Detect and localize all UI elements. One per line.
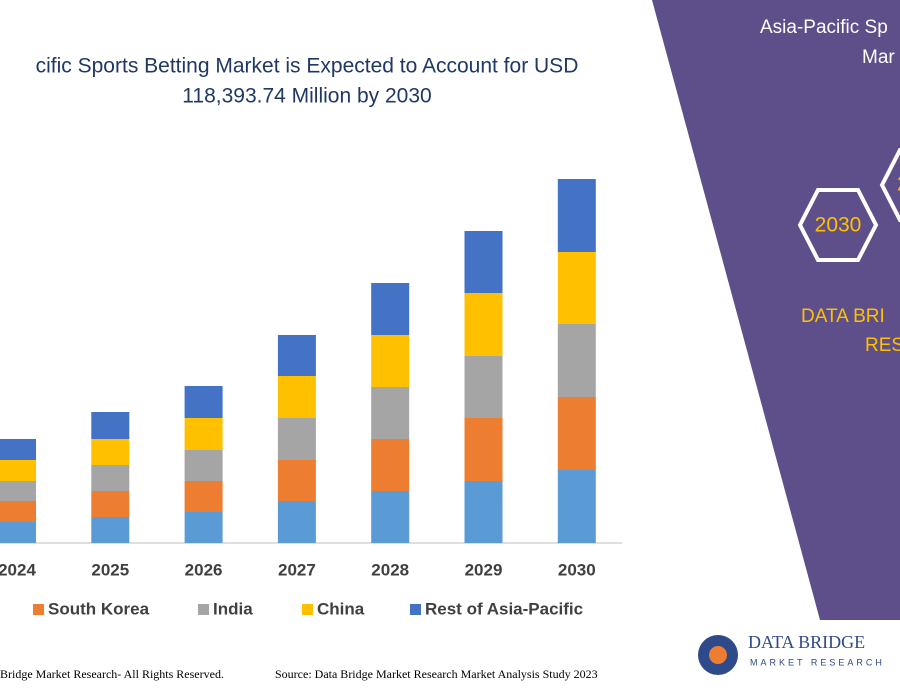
bar-segment bbox=[557, 252, 596, 324]
bar-segment bbox=[464, 481, 503, 543]
bar-segment bbox=[464, 293, 503, 356]
legend-swatch bbox=[198, 604, 209, 615]
bar-segment bbox=[277, 501, 316, 543]
bar-segment bbox=[91, 491, 130, 517]
chart-title: 118,393.74 Million by 2030 bbox=[182, 85, 431, 108]
bar-segment bbox=[464, 356, 503, 418]
bar-segment bbox=[0, 501, 36, 522]
bar-segment bbox=[0, 522, 36, 543]
legend-swatch bbox=[302, 604, 313, 615]
bar-segment bbox=[91, 412, 130, 439]
hexagon bbox=[797, 188, 879, 262]
bar-segment bbox=[557, 470, 596, 543]
panel-brand: DATA BRI bbox=[801, 306, 885, 327]
logo-icon bbox=[709, 646, 727, 664]
bar-segment bbox=[557, 179, 596, 252]
hexagon-label: 2030 bbox=[815, 214, 862, 237]
bar-segment bbox=[371, 335, 410, 387]
bar-segment bbox=[277, 376, 316, 418]
bar-segment bbox=[277, 335, 316, 376]
bar-segment bbox=[371, 439, 410, 491]
bar-segment bbox=[184, 512, 223, 543]
legend-label: South Korea bbox=[48, 599, 150, 618]
bar-segment bbox=[371, 283, 410, 335]
bar-segment bbox=[557, 397, 596, 470]
x-tick-label: 2024 bbox=[0, 560, 36, 579]
x-tick-label: 2026 bbox=[185, 560, 223, 579]
logo-tagline: MARKET RESEARCH bbox=[750, 657, 885, 667]
side-panel bbox=[652, 0, 900, 620]
bar-segment bbox=[0, 460, 36, 481]
panel-heading: Asia-Pacific Sp bbox=[760, 17, 888, 38]
footer-source: Source: Data Bridge Market Research Mark… bbox=[275, 667, 598, 681]
logo-name: DATA BRIDGE bbox=[748, 632, 865, 652]
bar-segment bbox=[184, 450, 223, 481]
x-tick-label: 2027 bbox=[278, 560, 316, 579]
bar-segment bbox=[277, 418, 316, 460]
x-tick-label: 2029 bbox=[465, 560, 503, 579]
bar-segment bbox=[184, 481, 223, 512]
bar-segment bbox=[0, 481, 36, 501]
hexagon-label: 2 bbox=[897, 173, 900, 196]
panel-heading: Mar bbox=[862, 47, 895, 68]
x-tick-label: 2028 bbox=[371, 560, 409, 579]
legend-label: Rest of Asia-Pacific bbox=[425, 599, 583, 618]
legend-label: China bbox=[317, 599, 365, 618]
bar-segment bbox=[371, 387, 410, 439]
bar-segment bbox=[91, 517, 130, 543]
bar-segment bbox=[184, 386, 223, 418]
panel-brand: RES bbox=[865, 335, 900, 356]
bar-segment bbox=[91, 465, 130, 491]
x-tick-label: 2025 bbox=[91, 560, 129, 579]
bar-segment bbox=[557, 324, 596, 397]
bar-segment bbox=[91, 439, 130, 465]
bar-segment bbox=[0, 439, 36, 460]
footer-rights: Bridge Market Research- All Rights Reser… bbox=[0, 667, 224, 681]
legend-label: India bbox=[213, 599, 253, 618]
bar-segment bbox=[464, 418, 503, 481]
legend-swatch bbox=[410, 604, 421, 615]
bar-segment bbox=[277, 460, 316, 501]
x-tick-label: 2030 bbox=[558, 560, 596, 579]
bar-segment bbox=[371, 491, 410, 543]
bar-segment bbox=[184, 418, 223, 450]
legend-swatch bbox=[33, 604, 44, 615]
bar-segment bbox=[464, 231, 503, 293]
chart-title: cific Sports Betting Market is Expected … bbox=[36, 55, 579, 78]
